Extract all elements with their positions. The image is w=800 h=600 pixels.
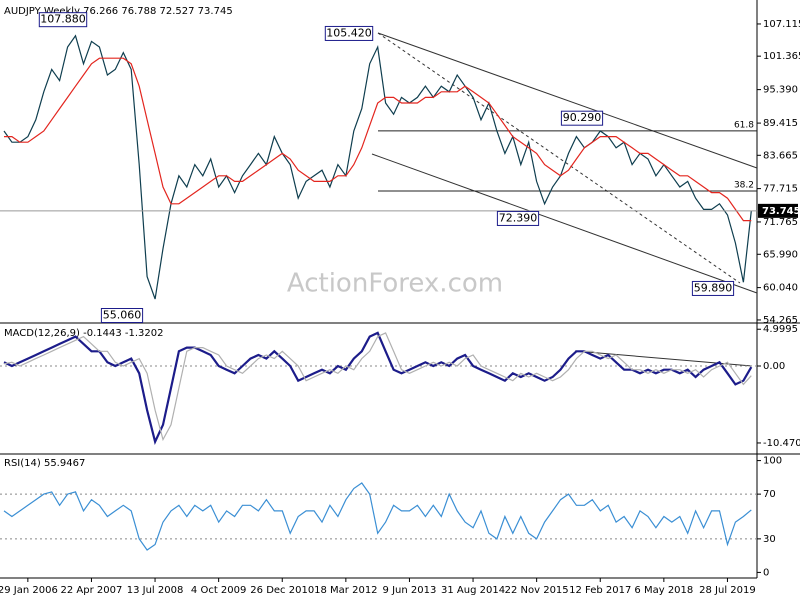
y-tick-label: 60.040 [763,283,798,294]
fib-label: 61.8 [734,120,754,130]
price-annotation: 105.420 [326,26,372,39]
watermark: ActionForex.com [287,269,503,299]
y-tick-label: 70 [763,489,776,500]
price-annotation: 59.890 [694,281,733,294]
x-tick-label: 28 Jul 2019 [699,585,756,596]
series-line [3,482,752,551]
x-tick-label: 18 Mar 2012 [314,585,377,596]
x-tick-label: 22 Nov 2015 [505,585,569,596]
price-annotation: 90.290 [563,111,602,124]
price-annotation-box [691,280,735,296]
y-tick-label: 0 [763,567,769,578]
y-tick-label: 30 [763,534,776,545]
price-annotation: 72.390 [499,211,538,224]
fib-label: 38.2 [734,181,754,191]
x-tick-label: 22 Apr 2007 [61,585,123,596]
y-tick-label: 65.990 [763,249,798,260]
y-tick-label: 101.365 [763,51,800,62]
chart-title: AUDJPY Weekly 76.266 76.788 72.527 73.74… [4,6,233,17]
price-annotation-box [324,25,374,41]
y-tick-label: 0.00 [763,361,785,372]
price-annotation: 107.880 [40,13,86,26]
price-annotation-box [38,12,88,28]
x-tick-label: 12 Feb 2017 [569,585,631,596]
price-annotation: 55.060 [103,309,142,322]
price-annotation-box [496,210,540,226]
y-tick-label: 100 [763,456,782,467]
x-tick-label: 6 May 2018 [634,585,693,596]
channel-line [377,32,758,169]
x-tick-label: 29 Jan 2006 [0,585,58,596]
y-tick-label: 54.265 [763,315,798,326]
y-tick-label: 89.415 [763,118,798,129]
y-tick-label: -10.4702 [763,438,800,449]
x-tick-label: 13 Jul 2008 [127,585,184,596]
macd-trend-line [574,350,753,367]
last-price-label: 73.745 [762,206,800,217]
price-annotation-box [560,110,604,126]
x-tick-label: 4 Oct 2009 [191,585,246,596]
x-tick-label: 31 Aug 2014 [441,585,505,596]
y-tick-label: 83.665 [763,150,798,161]
x-tick-label: 9 Jun 2013 [383,585,437,596]
x-tick-label: 26 Dec 2010 [250,585,314,596]
panel-title: MACD(12,26,9) -0.1443 -1.3202 [4,328,164,339]
series-line [3,331,753,445]
y-tick-label: 71.765 [763,217,798,228]
series-line [3,34,752,300]
y-tick-label: 4.9995 [763,324,798,335]
series-line [4,57,752,222]
y-tick-label: 107.115 [763,19,800,30]
y-tick-label: 95.390 [763,85,798,96]
y-tick-label: 77.715 [763,184,798,195]
channel-line [371,153,758,294]
last-price-box [758,203,798,218]
trend-line [377,32,741,284]
series-line [3,332,752,442]
price-annotation-box [100,308,144,324]
panel-title: RSI(14) 55.9467 [4,458,85,469]
